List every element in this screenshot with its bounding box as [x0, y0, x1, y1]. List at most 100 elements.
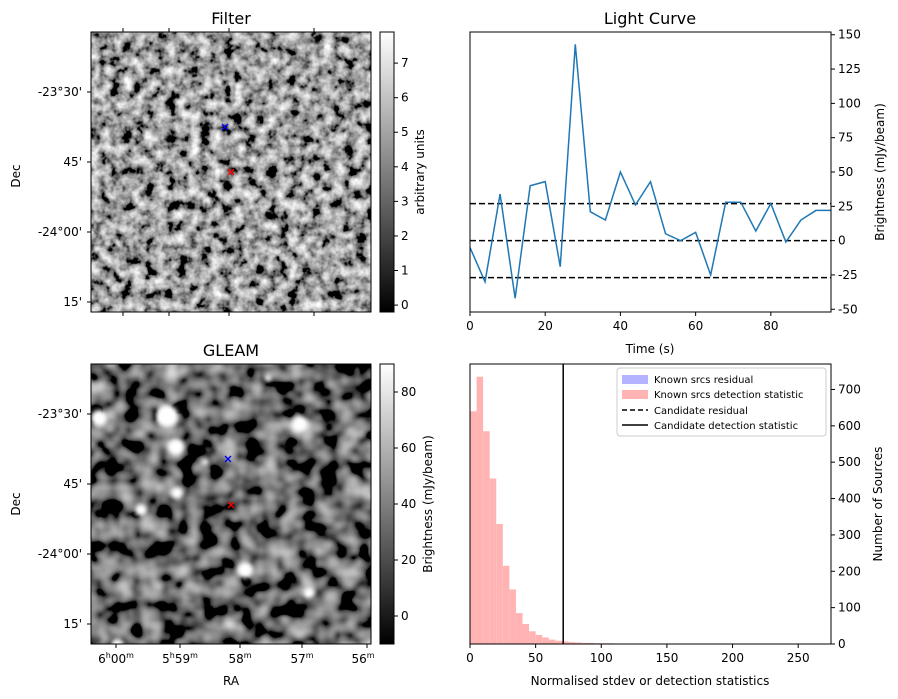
filter-y-ticks: -23°30' 45' -24°00' 15': [38, 85, 91, 309]
x-tick-label: 0: [466, 319, 474, 333]
filter-colorbar-label: arbitrary units: [413, 129, 427, 215]
x-tick-label: 50: [528, 651, 543, 665]
filter-ytick-label: -23°30': [38, 85, 82, 99]
lightcurve-series: [469, 44, 831, 299]
gleam-title: GLEAM: [203, 341, 259, 360]
y-tick-label: 50: [838, 165, 853, 179]
gleam-markers: [224, 455, 235, 509]
colorbar-tick-label: 5: [401, 125, 409, 139]
gleam-xtick-label: 5h59m: [162, 651, 198, 666]
gleam-xtick-label: 57m: [290, 651, 313, 666]
y-tick-label: 125: [838, 62, 861, 76]
legend-label: Known srcs detection statistic: [654, 390, 803, 401]
histogram-bar: [522, 624, 530, 644]
y-tick-label: 0: [838, 637, 846, 651]
gleam-source: [202, 459, 208, 465]
x-tick-label: 0: [466, 651, 474, 665]
filter-ytick-label: 45': [63, 155, 82, 169]
histogram-bar: [535, 634, 543, 644]
y-tick-label: 0: [838, 234, 846, 248]
histogram-bar: [502, 565, 510, 644]
gleam-source: [156, 405, 178, 427]
filter-frame: [90, 31, 372, 313]
gleam-ytick-label: 45': [63, 477, 82, 491]
lightcurve-x-ticks: 0 20 40 60 80: [466, 312, 778, 333]
histogram-x-ticks: 0 50 100 150 200 250: [466, 644, 810, 665]
y-tick-label: 150: [838, 28, 861, 42]
y-tick-label: 75: [838, 131, 853, 145]
y-tick-label: -25: [838, 268, 858, 282]
gleam-source: [303, 587, 315, 599]
histogram-bar: [515, 613, 523, 644]
gleam-red-marker: [227, 501, 235, 509]
gleam-ytick-label: 15': [63, 617, 82, 631]
gleam-xlabel: RA: [223, 674, 240, 688]
gleam-sources: [91, 375, 315, 651]
y-tick-label: 600: [838, 419, 861, 433]
lightcurve-ylabel: Brightness (mJy/beam): [873, 103, 887, 241]
gleam-y-ticks: -23°30' 45' -24°00' 15': [38, 407, 91, 631]
filter-panel: Filter -23°30' 45' -24°00' 15': [9, 9, 427, 316]
colorbar-tick-label: 60: [401, 441, 416, 455]
gleam-source: [292, 416, 308, 432]
gleam-colorbar: 0 20 40 60 80 Brightness (mJy/beam): [379, 363, 435, 645]
lightcurve-xlabel: Time (s): [625, 342, 675, 356]
histogram-bar: [509, 589, 516, 644]
gleam-frame: [90, 363, 372, 645]
histogram-bar: [542, 637, 549, 644]
histogram-bar: [476, 376, 484, 644]
histogram-bar: [483, 431, 490, 644]
gleam-source: [135, 504, 147, 516]
colorbar-tick-label: 4: [401, 160, 409, 174]
y-tick-label: 400: [838, 492, 861, 506]
legend-label: Known srcs residual: [654, 375, 753, 386]
histogram-ylabel: Number of Sources: [871, 447, 885, 562]
colorbar-tick-label: 80: [401, 385, 416, 399]
gleam-xtick-label: 58m: [228, 651, 251, 666]
histogram-bar: [548, 639, 556, 644]
histogram-panel: 0 50 100 150 200 250 0 100 200 300 400 500 600 700 N…: [466, 363, 885, 688]
gleam-ylabel: Dec: [9, 492, 23, 515]
x-tick-label: 250: [787, 651, 810, 665]
lightcurve-threshold-lines: [470, 202, 831, 279]
colorbar-tick-label: 20: [401, 553, 416, 567]
lightcurve-line: [469, 44, 831, 299]
histogram-bars: [470, 376, 805, 644]
lightcurve-panel: Light Curve 0 20 40 60 80 -50 -25 0 25 50 75 100 12…: [466, 9, 887, 356]
filter-red-marker: [227, 168, 235, 176]
colorbar-tick-label: 0: [401, 609, 409, 623]
histogram-bar: [529, 631, 536, 644]
histogram-legend: Known srcs residual Known srcs detection…: [616, 367, 827, 437]
histogram-bar: [470, 411, 477, 644]
histogram-xlabel: Normalised stdev or detection statistics: [531, 674, 770, 688]
histogram-bar: [575, 642, 582, 644]
colorbar-tick-label: 40: [401, 497, 416, 511]
histogram-bar: [496, 524, 503, 644]
legend-label: Candidate residual: [654, 406, 748, 417]
y-tick-label: 500: [838, 455, 861, 469]
gleam-xtick-label: 56m: [351, 651, 374, 666]
filter-x-ticks: [122, 28, 315, 316]
histogram-bar: [568, 642, 576, 644]
x-tick-label: 20: [538, 319, 553, 333]
y-tick-label: 100: [838, 601, 861, 615]
gleam-source: [91, 410, 107, 426]
gleam-source: [168, 439, 184, 455]
filter-blue-marker: [221, 123, 229, 131]
x-tick-label: 80: [763, 319, 778, 333]
legend-label: Candidate detection statistic: [654, 421, 798, 432]
gleam-colorbar-ticks: 0 20 40 60 80: [394, 385, 416, 623]
x-tick-label: 150: [655, 651, 678, 665]
filter-ytick-label: 15': [63, 295, 82, 309]
y-tick-label: 100: [838, 96, 861, 110]
x-tick-label: 200: [721, 651, 744, 665]
gleam-panel: GLEAM -2: [9, 341, 435, 688]
legend-swatch-detection: [622, 390, 648, 399]
colorbar-tick-label: 1: [401, 264, 409, 278]
y-tick-label: -50: [838, 302, 858, 316]
filter-colorbar: 0 1 2 3 4 5 6 7 arbitrary units: [379, 31, 427, 313]
gleam-colorbar-label: Brightness (mJy/beam): [421, 435, 435, 573]
filter-markers: [221, 123, 235, 176]
colorbar-tick-label: 6: [401, 91, 409, 105]
